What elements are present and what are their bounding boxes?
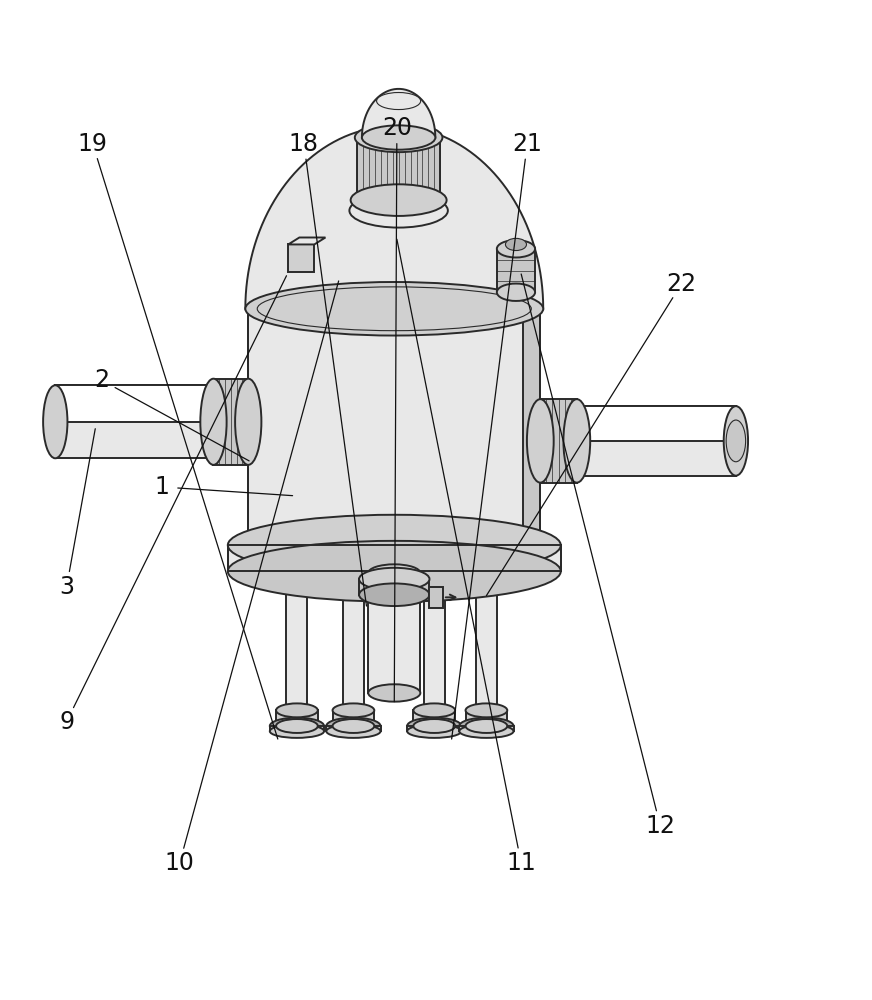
Bar: [269, 726, 324, 731]
Text: 20: 20: [382, 116, 412, 140]
Ellipse shape: [326, 718, 380, 734]
Ellipse shape: [355, 123, 442, 152]
Bar: [228, 545, 561, 571]
Ellipse shape: [563, 399, 590, 483]
Text: 9: 9: [59, 710, 74, 734]
Text: 19: 19: [78, 132, 107, 156]
Ellipse shape: [269, 725, 324, 738]
Ellipse shape: [249, 547, 541, 596]
Text: 22: 22: [666, 272, 696, 296]
Polygon shape: [245, 126, 543, 309]
Ellipse shape: [43, 385, 67, 458]
Ellipse shape: [351, 184, 446, 216]
Bar: [541, 399, 576, 483]
Text: 18: 18: [289, 132, 319, 156]
Ellipse shape: [332, 703, 374, 717]
Ellipse shape: [249, 284, 541, 333]
Ellipse shape: [726, 420, 746, 462]
Ellipse shape: [460, 725, 514, 738]
Bar: [326, 726, 380, 731]
Ellipse shape: [460, 718, 514, 734]
Ellipse shape: [413, 719, 455, 733]
Ellipse shape: [276, 719, 317, 733]
Ellipse shape: [407, 718, 461, 734]
Ellipse shape: [377, 93, 420, 110]
Ellipse shape: [466, 719, 508, 733]
Bar: [460, 726, 514, 731]
Polygon shape: [289, 237, 325, 244]
Ellipse shape: [368, 564, 420, 582]
Bar: [368, 573, 420, 693]
Ellipse shape: [228, 541, 561, 602]
Bar: [359, 579, 430, 595]
Ellipse shape: [332, 719, 374, 733]
Ellipse shape: [466, 703, 508, 717]
Bar: [332, 710, 374, 726]
Text: 11: 11: [507, 851, 536, 875]
Bar: [357, 138, 440, 200]
Ellipse shape: [245, 282, 543, 336]
Ellipse shape: [497, 240, 535, 257]
Polygon shape: [523, 309, 541, 571]
Ellipse shape: [228, 515, 561, 576]
Polygon shape: [289, 244, 314, 272]
Bar: [287, 571, 307, 710]
Ellipse shape: [201, 379, 227, 465]
Ellipse shape: [362, 125, 435, 150]
Ellipse shape: [326, 725, 380, 738]
Bar: [466, 710, 508, 726]
Ellipse shape: [497, 284, 535, 301]
Text: 21: 21: [513, 132, 542, 156]
Polygon shape: [55, 385, 249, 422]
Bar: [541, 406, 736, 476]
Ellipse shape: [359, 568, 430, 590]
Ellipse shape: [413, 703, 455, 717]
Bar: [424, 571, 445, 710]
Text: 12: 12: [645, 814, 675, 838]
Text: 2: 2: [94, 368, 109, 392]
Ellipse shape: [276, 703, 317, 717]
Ellipse shape: [724, 406, 748, 476]
Polygon shape: [362, 89, 435, 138]
Text: 3: 3: [59, 575, 74, 599]
Text: 10: 10: [165, 851, 194, 875]
Bar: [497, 249, 535, 292]
Bar: [214, 379, 249, 465]
Bar: [476, 571, 497, 710]
Bar: [249, 309, 541, 571]
Text: 1: 1: [154, 475, 170, 499]
Bar: [407, 726, 461, 731]
Bar: [429, 587, 443, 608]
Bar: [55, 385, 249, 458]
Ellipse shape: [235, 379, 262, 465]
Ellipse shape: [407, 725, 461, 738]
Ellipse shape: [350, 194, 448, 228]
Bar: [276, 710, 317, 726]
Bar: [343, 571, 364, 710]
Ellipse shape: [368, 684, 420, 702]
Ellipse shape: [506, 238, 527, 251]
Ellipse shape: [269, 718, 324, 734]
Polygon shape: [541, 406, 736, 441]
Ellipse shape: [359, 583, 430, 606]
Bar: [413, 710, 455, 726]
Polygon shape: [249, 309, 257, 571]
Ellipse shape: [527, 399, 554, 483]
